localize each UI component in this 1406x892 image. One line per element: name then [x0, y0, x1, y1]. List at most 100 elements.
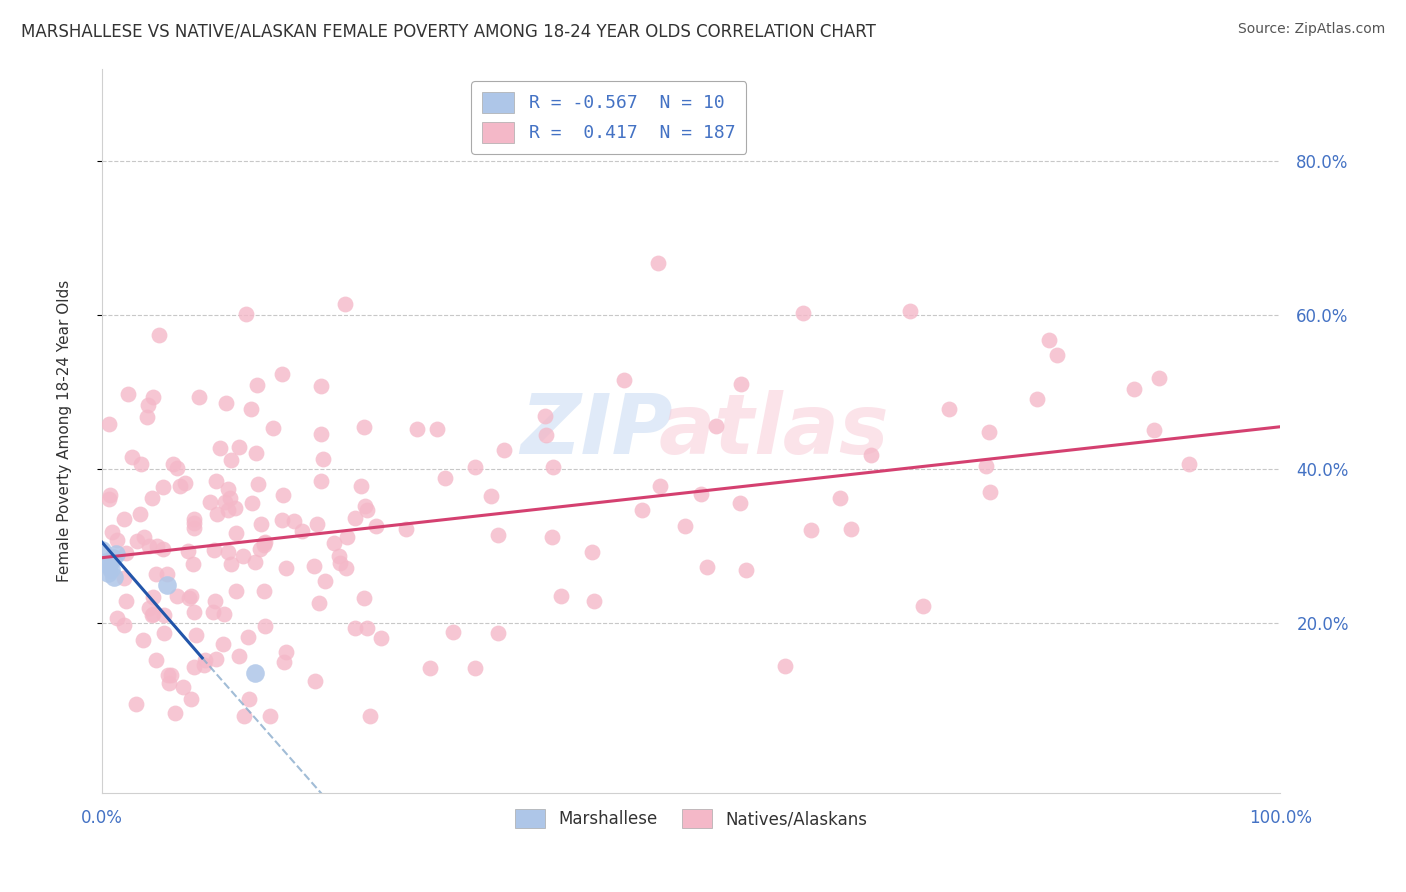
Point: [773, 658, 796, 673]
Point: [141, 390, 163, 404]
Point: [1178, 458, 1201, 472]
Point: [486, 626, 509, 640]
Point: [309, 426, 332, 441]
Point: [183, 516, 205, 530]
Text: atlas: atlas: [658, 390, 889, 471]
Point: [205, 474, 228, 488]
Point: [273, 655, 295, 669]
Point: [97, 491, 120, 506]
Point: [734, 563, 756, 577]
Point: [225, 526, 247, 541]
Point: [194, 653, 217, 667]
Point: [1045, 348, 1067, 362]
Point: [232, 708, 254, 723]
Point: [204, 593, 226, 607]
Point: [214, 495, 236, 509]
Point: [138, 601, 160, 615]
Point: [136, 410, 159, 425]
Point: [101, 525, 124, 540]
Point: [94, 555, 117, 569]
Point: [356, 502, 378, 516]
Point: [425, 422, 447, 436]
Point: [112, 512, 135, 526]
Point: [1025, 392, 1047, 406]
Point: [217, 503, 239, 517]
Point: [631, 503, 654, 517]
Point: [283, 514, 305, 528]
Point: [202, 543, 225, 558]
Point: [291, 524, 314, 538]
Point: [131, 632, 153, 647]
Point: [648, 478, 671, 492]
Point: [228, 440, 250, 454]
Point: [312, 452, 335, 467]
Point: [246, 378, 269, 392]
Point: [441, 624, 464, 639]
Point: [214, 607, 236, 622]
Point: [353, 419, 375, 434]
Point: [138, 539, 160, 553]
Point: [114, 571, 136, 585]
Point: [706, 419, 728, 434]
Point: [152, 480, 174, 494]
Point: [115, 594, 138, 608]
Point: [534, 409, 557, 423]
Point: [406, 422, 429, 436]
Point: [335, 561, 357, 575]
Point: [673, 519, 696, 533]
Point: [800, 523, 823, 537]
Point: [157, 676, 180, 690]
Point: [464, 661, 486, 675]
Point: [245, 446, 267, 460]
Point: [208, 441, 231, 455]
Legend: Marshallese, Natives/Alaskans: Marshallese, Natives/Alaskans: [508, 803, 875, 835]
Point: [117, 387, 139, 401]
Point: [145, 653, 167, 667]
Point: [1143, 423, 1166, 437]
Point: [180, 691, 202, 706]
Point: [259, 708, 281, 723]
Point: [582, 594, 605, 608]
Point: [344, 621, 367, 635]
Point: [98, 558, 121, 573]
Point: [172, 680, 194, 694]
Point: [976, 458, 998, 473]
Point: [153, 608, 176, 623]
Point: [690, 487, 713, 501]
Point: [350, 478, 373, 492]
Point: [253, 535, 276, 549]
Point: [219, 453, 242, 467]
Point: [308, 595, 330, 609]
Point: [217, 482, 239, 496]
Point: [249, 541, 271, 556]
Point: [486, 528, 509, 542]
Point: [245, 666, 267, 681]
Point: [828, 491, 851, 505]
Point: [309, 474, 332, 488]
Point: [613, 374, 636, 388]
Point: [898, 304, 921, 318]
Point: [314, 574, 336, 588]
Point: [136, 398, 159, 412]
Point: [273, 488, 295, 502]
Point: [647, 256, 669, 270]
Point: [105, 533, 128, 548]
Point: [239, 401, 262, 416]
Point: [333, 297, 356, 311]
Point: [353, 499, 375, 513]
Point: [1149, 371, 1171, 385]
Point: [125, 697, 148, 711]
Point: [177, 591, 200, 605]
Point: [236, 630, 259, 644]
Point: [419, 661, 441, 675]
Point: [911, 599, 934, 613]
Point: [262, 421, 284, 435]
Point: [1038, 333, 1060, 347]
Text: MARSHALLESE VS NATIVE/ALASKAN FEMALE POVERTY AMONG 18-24 YEAR OLDS CORRELATION C: MARSHALLESE VS NATIVE/ALASKAN FEMALE POV…: [21, 22, 876, 40]
Point: [145, 540, 167, 554]
Point: [276, 560, 298, 574]
Point: [98, 488, 121, 502]
Point: [581, 544, 603, 558]
Point: [217, 545, 239, 559]
Point: [193, 657, 215, 672]
